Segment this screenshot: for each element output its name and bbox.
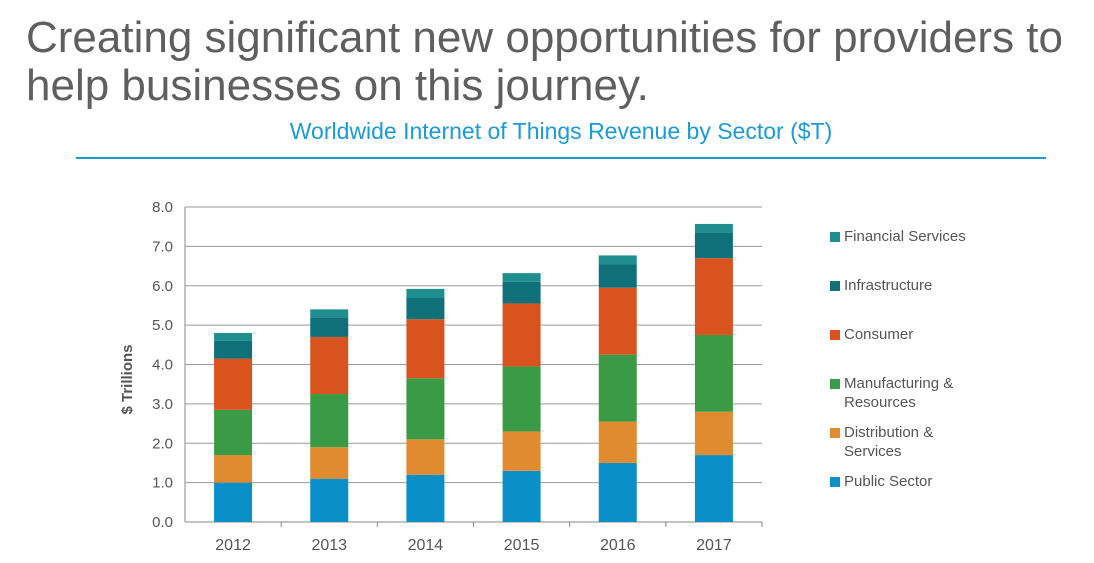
bar-segment: [214, 340, 253, 359]
y-tick-label: 0.0: [152, 514, 173, 531]
bar-segment: [502, 303, 541, 367]
bar-segment: [502, 470, 541, 522]
bar-segment: [598, 421, 637, 463]
bar-segment: [694, 334, 733, 412]
bar-segment: [310, 447, 349, 479]
legend-item: Public Sector: [830, 472, 1070, 491]
bar-segment: [310, 394, 349, 448]
bar-segment: [310, 478, 349, 522]
x-tick-label: 2013: [311, 537, 347, 554]
bar-segment: [502, 366, 541, 432]
bar-segment: [502, 431, 541, 471]
legend-item: Infrastructure: [830, 276, 1070, 295]
x-tick-label: 2014: [408, 537, 444, 554]
legend-item: Distribution & Services: [830, 423, 1070, 461]
bar-segment: [598, 255, 637, 265]
y-tick-label: 3.0: [152, 396, 173, 413]
legend-swatch: [830, 232, 840, 242]
bar-segment: [310, 317, 349, 337]
bar-segment: [214, 333, 253, 341]
bar-segment: [214, 482, 253, 522]
legend-swatch: [830, 330, 840, 340]
legend-item: Consumer: [830, 325, 1070, 344]
stacked-bar-chart: 0.0 1.0 2.0 3.0 4.0 5.0 6.0 7.0 8.0 $ Trillions 20…: [119, 199, 763, 554]
bar-segment: [598, 287, 637, 355]
y-tick-label: 4.0: [152, 357, 173, 374]
y-tick-label: 5.0: [152, 317, 173, 334]
y-tick-label: 6.0: [152, 278, 173, 295]
page-title: Creating significant new opportunities f…: [26, 13, 1063, 110]
chart-title: Worldwide Internet of Things Revenue by …: [289, 118, 833, 144]
bar-segment: [310, 336, 349, 395]
legend-item: Manufacturing & Resources: [830, 374, 1070, 412]
x-tick-label: 2017: [696, 537, 732, 554]
bar-segment: [502, 273, 541, 282]
bar-segment: [214, 358, 253, 410]
y-axis-title: $ Trillions: [119, 344, 136, 414]
bar-segment: [694, 223, 733, 233]
y-tick-label: 8.0: [152, 199, 173, 216]
bar-segment: [598, 462, 637, 522]
x-tick-label: 2016: [600, 537, 636, 554]
bar-segment: [214, 409, 253, 456]
bar-segment: [214, 455, 253, 483]
bar-segment: [406, 297, 445, 320]
y-tick-label: 2.0: [152, 435, 173, 452]
legend-label: Distribution & Services: [844, 424, 934, 460]
legend-label: Infrastructure: [844, 277, 933, 294]
legend-label: Financial Services: [844, 228, 966, 245]
legend-swatch: [830, 281, 840, 291]
bar-segment: [694, 258, 733, 335]
legend-item: Financial Services: [830, 227, 1070, 246]
bar-segment: [406, 319, 445, 379]
bar-segment: [310, 309, 349, 318]
legend-swatch: [830, 379, 840, 389]
bar-segment: [694, 411, 733, 456]
bar-segment: [694, 232, 733, 259]
legend-label: Manufacturing & Resources: [844, 375, 954, 411]
bar-segment: [406, 288, 445, 298]
bar-segment: [598, 264, 637, 288]
legend-swatch: [830, 477, 840, 487]
bar-segment: [502, 281, 541, 304]
bar-segment: [406, 474, 445, 522]
y-tick-label: 7.0: [152, 238, 173, 255]
x-tick-label: 2015: [504, 537, 540, 554]
bar-segment: [694, 455, 733, 522]
legend-swatch: [830, 428, 840, 438]
y-tick-label: 1.0: [152, 475, 173, 492]
bar-segment: [406, 378, 445, 440]
x-tick-label: 2012: [215, 537, 251, 554]
bar-segment: [598, 354, 637, 422]
title-divider: [76, 157, 1046, 159]
legend-label: Consumer: [844, 326, 914, 343]
legend-label: Public Sector: [844, 473, 933, 490]
bar-segment: [406, 439, 445, 475]
